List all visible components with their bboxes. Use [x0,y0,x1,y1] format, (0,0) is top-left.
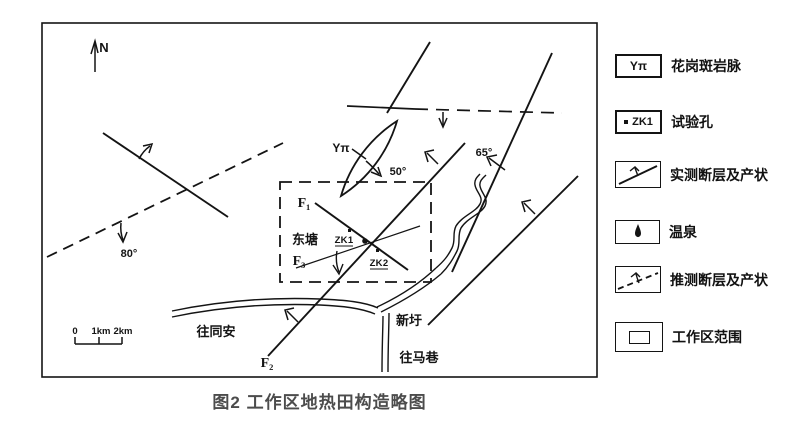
zk2-label: ZK2 [370,258,389,269]
dip-50-label: 50° [390,166,407,178]
north-arrow [90,38,99,72]
zk1-dot [348,229,351,232]
test-hole-symbol: ZK1 [615,110,662,134]
river-lines [435,173,487,275]
road-lines [171,267,442,373]
legend-item-test-hole: ZK1 试验孔 [615,110,713,134]
map-frame [41,22,598,378]
fault-f1-label: F₁ [298,196,311,211]
dip-80-label: 80° [121,248,138,260]
legend-label-granite-dike: 花岗斑岩脉 [671,58,741,74]
legend-label-work-area: 工作区范围 [672,329,742,345]
legend-item-inferred-fault: 推测断层及产状 [615,266,768,293]
dip-65-label: 65° [476,147,493,159]
dike-strike-tick [351,148,367,160]
granite-dike-symbol-text: Yπ [629,59,648,73]
work-area-inner-rect [628,330,650,344]
sketch-map: N 80° 65° [41,22,598,378]
legend-label-hot-spring: 温泉 [669,224,697,240]
zk1-label: ZK1 [335,235,354,246]
to-maxiang-label: 往马巷 [399,350,439,365]
dike-label: Yπ [332,141,349,155]
legend-item-granite-dike: Yπ 花岗斑岩脉 [615,54,741,78]
measured-fault-nw [102,132,229,218]
legend-label-measured-fault: 实测断层及产状 [670,166,768,183]
fault-f3-line [295,225,421,276]
work-area-rect [279,181,432,283]
granite-dike-lens [339,118,399,199]
test-hole-dot [624,120,629,124]
scale-bar [74,337,123,345]
scale-1km-label: 1km [91,326,110,337]
fault-f1-line [314,202,409,271]
legend-label-inferred-fault: 推测断层及产状 [670,271,768,288]
fault-f2-label: F₂ [261,356,274,371]
town-xinxu-label: 新圩 [396,313,422,328]
fault-f2-line [267,142,466,357]
measured-fault-symbol-icon [618,165,658,185]
work-area-symbol [615,322,663,352]
figure-caption: 图2 工作区地热田构造略图 [212,393,427,412]
hot-spring-symbol [615,220,660,244]
hot-spring-icon [634,224,641,238]
scale-0-label: 0 [72,326,77,337]
fault-f3-label: F₃ [293,254,306,269]
fault-steep-right [451,52,553,273]
measured-fault-symbol [615,161,661,188]
fault-top-horizontal [346,105,563,129]
inferred-fault-symbol-icon [617,272,659,290]
granite-dike-symbol: Yπ [615,54,662,78]
legend: Yπ 花岗斑岩脉 ZK1 试验孔 实测断层及产状 [615,0,811,438]
legend-item-work-area: 工作区范围 [615,322,742,352]
town-dongtang-label: 东塘 [292,232,318,247]
fault-se-line [427,175,579,326]
zk2-dot [376,249,379,252]
north-label: N [99,40,108,55]
legend-label-test-hole: 试验孔 [671,114,713,130]
test-hole-symbol-text: ZK1 [632,116,653,128]
hot-spring-dot [362,238,368,244]
dip-50-arrow [365,160,383,178]
inferred-fault-symbol [615,266,661,293]
fault-steep-left [386,41,431,114]
scale-2km-label: 2km [113,326,132,337]
inferred-fault-nw [46,142,284,258]
to-tongan-label: 往同安 [196,324,235,339]
legend-item-hot-spring: 温泉 [615,220,697,244]
legend-item-measured-fault: 实测断层及产状 [615,161,768,188]
